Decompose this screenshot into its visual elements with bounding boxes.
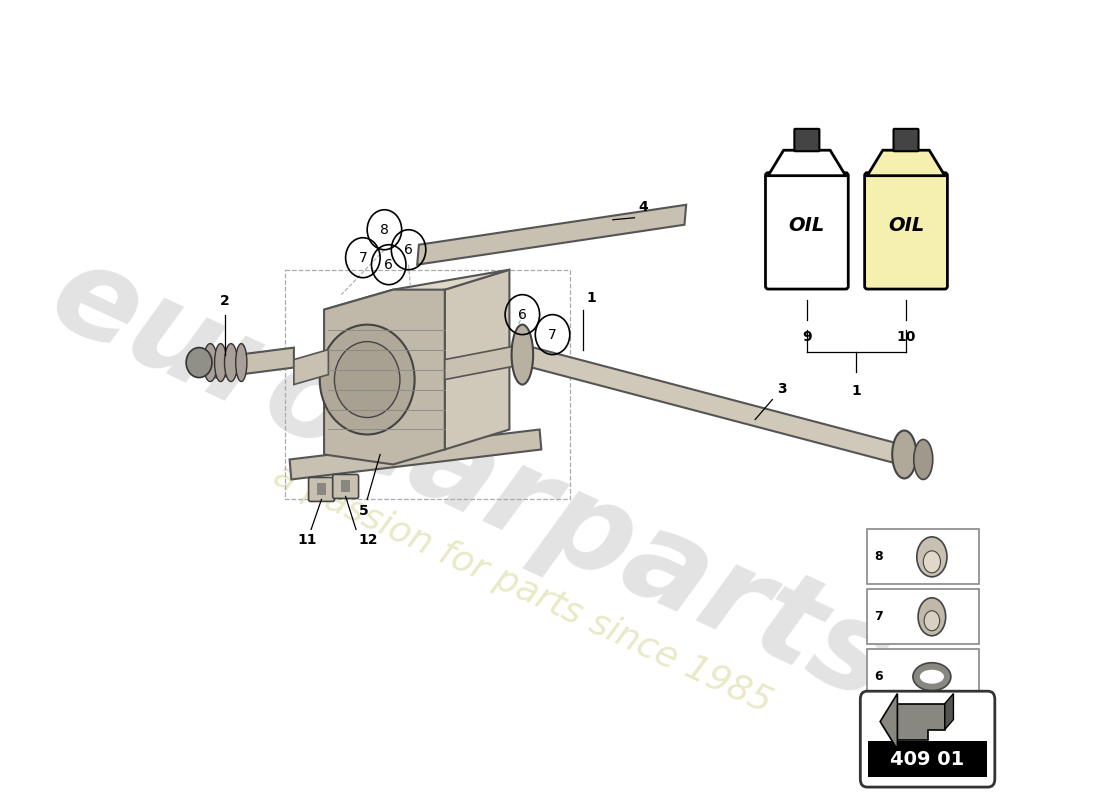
Text: 5: 5 [359, 505, 369, 518]
Text: 409 01: 409 01 [890, 750, 965, 770]
Text: 6: 6 [404, 242, 412, 257]
Circle shape [334, 342, 400, 418]
Ellipse shape [235, 343, 246, 382]
Text: 10: 10 [896, 330, 915, 344]
FancyBboxPatch shape [332, 474, 359, 498]
Text: 4: 4 [638, 200, 648, 214]
Bar [868, 741, 987, 778]
FancyBboxPatch shape [794, 129, 820, 151]
Ellipse shape [913, 662, 950, 690]
Polygon shape [444, 270, 509, 450]
Ellipse shape [224, 343, 238, 382]
Text: 12: 12 [359, 534, 378, 547]
FancyBboxPatch shape [893, 129, 918, 151]
Polygon shape [867, 150, 945, 176]
Ellipse shape [916, 537, 947, 577]
Polygon shape [898, 703, 945, 739]
Ellipse shape [512, 325, 534, 385]
Text: 2: 2 [220, 294, 230, 308]
Circle shape [186, 347, 212, 378]
Bar [285, 270, 570, 499]
Text: 6: 6 [384, 258, 393, 272]
Bar [867, 650, 979, 704]
Bar [317, 483, 326, 495]
Text: OIL: OIL [789, 216, 825, 235]
Polygon shape [520, 345, 902, 465]
Text: 3: 3 [777, 382, 786, 395]
Text: 1: 1 [851, 383, 861, 398]
Circle shape [320, 325, 415, 434]
Polygon shape [294, 350, 329, 385]
Polygon shape [768, 150, 846, 176]
Text: a passion for parts since 1985: a passion for parts since 1985 [267, 458, 777, 720]
Polygon shape [444, 345, 522, 379]
Ellipse shape [920, 670, 944, 684]
Text: 8: 8 [874, 550, 882, 563]
Bar [867, 530, 979, 584]
Polygon shape [324, 270, 509, 310]
Ellipse shape [204, 343, 217, 382]
Polygon shape [417, 205, 686, 265]
FancyBboxPatch shape [309, 478, 334, 502]
Text: 9: 9 [802, 330, 812, 344]
Ellipse shape [918, 598, 946, 636]
Text: 6: 6 [518, 308, 527, 322]
Polygon shape [217, 347, 294, 378]
Ellipse shape [914, 439, 933, 479]
Polygon shape [289, 430, 541, 479]
Polygon shape [880, 694, 898, 750]
Text: OIL: OIL [888, 216, 924, 235]
FancyBboxPatch shape [865, 173, 947, 289]
FancyBboxPatch shape [766, 173, 848, 289]
Text: 6: 6 [874, 670, 882, 683]
Bar [341, 481, 350, 493]
Text: 7: 7 [548, 328, 557, 342]
Polygon shape [945, 694, 954, 730]
Polygon shape [324, 290, 444, 465]
Ellipse shape [214, 343, 227, 382]
Text: eurocarparts: eurocarparts [32, 232, 909, 726]
Ellipse shape [923, 551, 940, 573]
Ellipse shape [924, 610, 939, 630]
Text: 1: 1 [586, 290, 596, 305]
Ellipse shape [892, 430, 916, 478]
Text: 11: 11 [297, 534, 317, 547]
FancyBboxPatch shape [860, 691, 994, 787]
Text: 7: 7 [874, 610, 883, 623]
Bar [867, 590, 979, 644]
Text: 7: 7 [359, 250, 367, 265]
Text: 8: 8 [379, 222, 389, 237]
